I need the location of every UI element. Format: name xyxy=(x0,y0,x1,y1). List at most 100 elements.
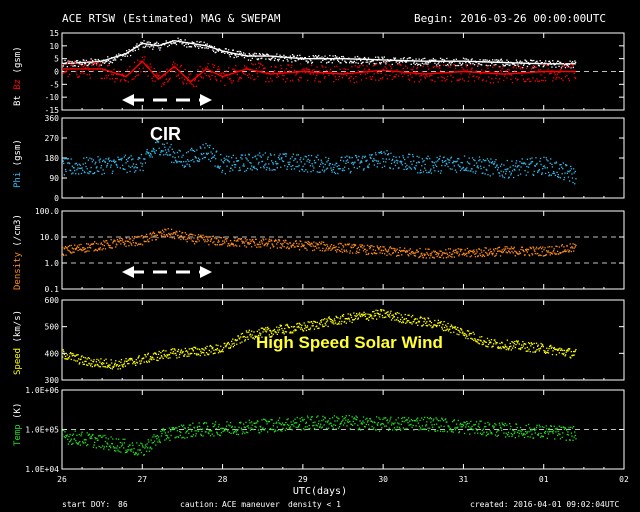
data-point xyxy=(326,161,328,163)
data-point xyxy=(252,166,254,168)
data-point xyxy=(400,58,402,60)
data-point xyxy=(484,59,487,61)
data-point xyxy=(207,145,209,147)
data-point xyxy=(68,441,71,443)
data-point xyxy=(215,344,217,346)
data-point xyxy=(562,79,564,81)
data-point xyxy=(467,252,469,254)
data-point xyxy=(420,59,423,61)
data-point xyxy=(290,66,292,69)
data-point xyxy=(425,324,427,327)
data-point xyxy=(559,347,561,349)
data-point xyxy=(556,348,558,350)
data-point xyxy=(298,326,300,329)
data-point xyxy=(403,249,405,252)
data-point xyxy=(90,437,92,440)
data-point xyxy=(459,166,461,168)
data-point xyxy=(188,237,190,240)
data-point xyxy=(415,58,417,60)
data-point xyxy=(72,64,74,66)
data-point xyxy=(476,341,478,343)
data-point xyxy=(70,352,72,354)
data-point xyxy=(360,429,362,431)
data-point xyxy=(467,250,470,252)
data-point xyxy=(560,78,563,80)
data-point xyxy=(72,172,74,174)
data-point xyxy=(337,417,339,419)
data-point xyxy=(246,55,248,57)
data-point xyxy=(424,254,426,257)
data-point xyxy=(239,50,242,53)
data-point xyxy=(454,326,457,328)
data-point xyxy=(429,253,431,255)
data-point xyxy=(123,241,125,244)
data-point xyxy=(499,255,502,257)
data-point xyxy=(163,428,165,430)
data-point xyxy=(177,234,179,236)
data-point xyxy=(121,157,123,160)
data-point xyxy=(165,356,168,358)
data-point xyxy=(373,427,375,429)
data-point xyxy=(382,61,385,63)
data-point xyxy=(526,346,528,349)
data-point xyxy=(535,246,538,248)
data-point xyxy=(304,241,306,243)
data-point xyxy=(101,173,103,175)
data-point xyxy=(273,70,276,72)
data-point xyxy=(533,174,535,176)
data-point xyxy=(194,45,196,47)
data-point xyxy=(426,325,429,327)
data-point xyxy=(355,155,357,157)
data-point xyxy=(93,61,95,63)
data-point xyxy=(431,251,433,253)
data-point xyxy=(369,247,371,250)
data-point xyxy=(271,335,273,337)
data-point xyxy=(88,73,91,76)
data-point xyxy=(534,351,536,353)
data-point xyxy=(298,164,300,167)
data-point xyxy=(286,246,289,248)
data-point xyxy=(536,162,538,165)
data-point xyxy=(236,339,238,341)
data-point xyxy=(465,168,467,170)
data-point xyxy=(266,166,268,169)
data-point xyxy=(201,351,204,354)
data-point xyxy=(425,424,427,426)
data-point xyxy=(191,147,193,149)
data-point xyxy=(546,159,548,161)
data-point xyxy=(189,149,192,151)
data-point xyxy=(144,162,147,164)
data-point xyxy=(538,247,540,249)
data-point xyxy=(457,79,459,82)
data-point xyxy=(396,69,398,71)
data-point xyxy=(104,248,107,250)
data-point xyxy=(207,425,209,428)
data-point xyxy=(530,59,533,62)
data-point xyxy=(153,67,155,70)
data-point xyxy=(566,164,568,166)
data-point xyxy=(263,54,265,56)
data-point xyxy=(429,427,431,429)
data-point xyxy=(115,54,118,56)
data-point xyxy=(522,67,524,70)
data-point xyxy=(157,441,159,443)
data-point xyxy=(323,171,325,173)
data-point xyxy=(181,43,183,45)
y-tick-label: 180 xyxy=(45,154,60,163)
data-point xyxy=(413,81,416,83)
data-point xyxy=(115,246,117,248)
data-point xyxy=(147,353,149,356)
data-point xyxy=(462,68,465,70)
data-point xyxy=(367,253,369,255)
data-point xyxy=(235,157,237,159)
data-point xyxy=(323,244,325,246)
data-point xyxy=(358,427,361,429)
data-point xyxy=(504,344,506,346)
data-point xyxy=(254,78,256,80)
data-point xyxy=(196,427,198,429)
data-point xyxy=(308,68,310,70)
data-point xyxy=(334,424,337,426)
data-point xyxy=(312,55,314,57)
data-point xyxy=(442,430,444,433)
data-point xyxy=(365,160,367,162)
